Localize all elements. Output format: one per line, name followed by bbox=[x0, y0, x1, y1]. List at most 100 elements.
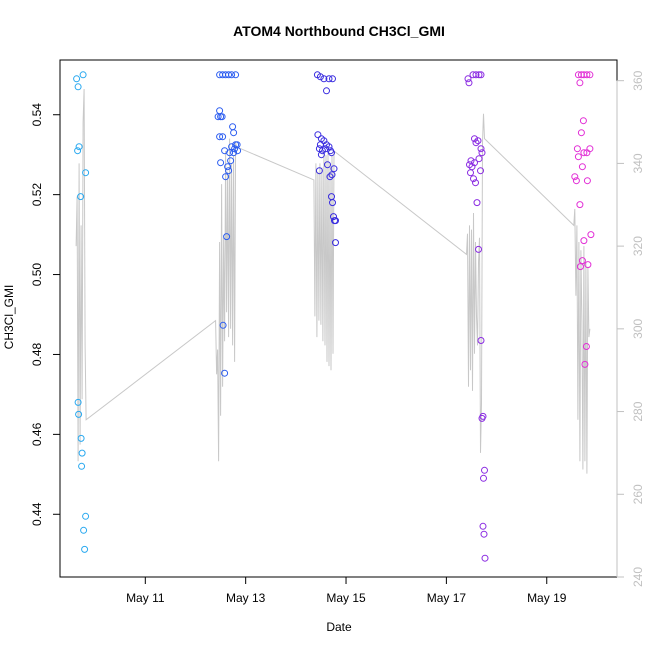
data-point bbox=[579, 117, 587, 125]
data-point bbox=[316, 73, 324, 81]
data-point bbox=[74, 398, 82, 406]
x-tick-label: May 11 bbox=[126, 591, 165, 605]
data-point bbox=[219, 133, 227, 141]
data-point bbox=[464, 75, 472, 83]
data-point bbox=[481, 466, 488, 474]
data-point bbox=[80, 526, 88, 534]
data-point bbox=[473, 199, 481, 207]
data-point bbox=[330, 213, 337, 221]
data-point bbox=[475, 155, 483, 163]
data-point bbox=[478, 149, 486, 157]
data-point bbox=[221, 147, 229, 155]
data-point bbox=[572, 177, 580, 185]
data-point bbox=[77, 193, 85, 201]
data-point bbox=[325, 75, 333, 83]
data-point bbox=[219, 321, 227, 329]
data-point bbox=[477, 71, 485, 79]
data-point bbox=[471, 135, 478, 143]
y-tick-label: 0.54 bbox=[30, 103, 44, 127]
data-point bbox=[75, 143, 83, 151]
y-tick-label: 0.48 bbox=[30, 342, 44, 366]
data-point bbox=[479, 412, 487, 420]
data-point bbox=[576, 263, 584, 271]
data-point bbox=[216, 133, 224, 141]
data-point bbox=[477, 337, 485, 344]
data-point bbox=[587, 231, 595, 239]
data-point bbox=[228, 71, 236, 79]
y-tick-label: 0.50 bbox=[30, 263, 44, 287]
data-point bbox=[586, 71, 594, 79]
data-point bbox=[583, 71, 591, 79]
data-point bbox=[578, 257, 586, 265]
data-point bbox=[467, 169, 474, 177]
y2-tick-label: 340 bbox=[631, 153, 645, 173]
data-point bbox=[73, 75, 81, 83]
plot-layer: May 11 May 13 May 15 May 17 May 19 0.44 0.46 0.… bbox=[30, 59, 645, 605]
data-point bbox=[475, 245, 482, 253]
data-point bbox=[81, 545, 89, 553]
data-point bbox=[472, 139, 480, 147]
data-point bbox=[578, 163, 586, 171]
data-point bbox=[576, 79, 584, 87]
data-point bbox=[234, 147, 242, 155]
data-point bbox=[471, 159, 478, 167]
data-point bbox=[217, 159, 225, 167]
data-point bbox=[580, 237, 588, 245]
data-point bbox=[324, 161, 331, 169]
data-point bbox=[332, 239, 339, 247]
data-point bbox=[78, 462, 86, 470]
data-point bbox=[74, 147, 82, 155]
y2-tick-label: 240 bbox=[631, 567, 645, 587]
data-point bbox=[479, 522, 487, 530]
y-axis-label: CH3Cl_GMI bbox=[2, 285, 16, 350]
data-point bbox=[472, 179, 479, 187]
data-point bbox=[225, 167, 233, 175]
data-point bbox=[224, 163, 232, 171]
data-point bbox=[465, 79, 473, 87]
data-point bbox=[225, 71, 233, 79]
data-point bbox=[580, 149, 588, 157]
data-point bbox=[79, 71, 87, 79]
data-point bbox=[574, 153, 582, 161]
data-point bbox=[480, 530, 488, 538]
data-point bbox=[316, 141, 324, 149]
y-tick-label: 0.46 bbox=[30, 422, 44, 446]
data-point bbox=[581, 360, 589, 368]
data-point bbox=[472, 71, 480, 79]
data-point bbox=[227, 157, 235, 165]
data-point bbox=[584, 261, 592, 269]
data-point bbox=[222, 173, 230, 181]
data-point bbox=[475, 71, 483, 79]
data-point bbox=[320, 75, 328, 83]
data-point bbox=[223, 233, 231, 241]
data-point bbox=[477, 145, 485, 153]
y2-tick-label: 360 bbox=[631, 70, 645, 90]
data-point bbox=[481, 554, 489, 562]
y-tick-label: 0.52 bbox=[30, 183, 44, 207]
data-point bbox=[576, 201, 584, 209]
data-point bbox=[82, 512, 90, 520]
data-point bbox=[317, 151, 325, 159]
data-point bbox=[328, 149, 335, 157]
data-point bbox=[74, 83, 82, 91]
data-point bbox=[571, 173, 579, 181]
data-point bbox=[329, 199, 336, 207]
x-tick-label: May 17 bbox=[427, 591, 467, 605]
y2-tick-label: 300 bbox=[631, 318, 645, 338]
data-point bbox=[315, 167, 323, 175]
data-point bbox=[480, 474, 487, 482]
data-point bbox=[573, 145, 581, 153]
x-tick-label: May 13 bbox=[226, 591, 266, 605]
data-point bbox=[314, 131, 322, 139]
chart-title: ATOM4 Northbound CH3Cl_GMI bbox=[233, 23, 445, 39]
data-point bbox=[218, 113, 226, 121]
data-point bbox=[232, 71, 240, 79]
data-point bbox=[328, 171, 336, 179]
x-tick-label: May 15 bbox=[326, 591, 366, 605]
data-point bbox=[323, 87, 330, 95]
data-point bbox=[75, 410, 83, 418]
x-tick-label: May 19 bbox=[527, 591, 567, 605]
data-point bbox=[474, 137, 482, 145]
data-point bbox=[230, 129, 238, 137]
